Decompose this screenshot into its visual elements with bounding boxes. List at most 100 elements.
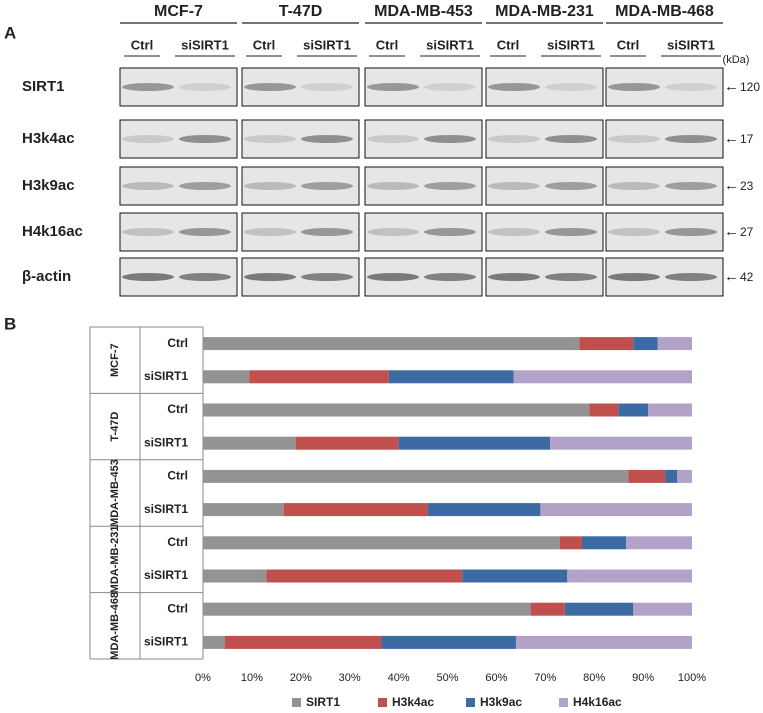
bar-segment (589, 403, 619, 417)
x-tick-label: 90% (632, 672, 654, 684)
blot-band (488, 83, 540, 91)
lane-label: siSIRT1 (426, 37, 474, 52)
blot-band (179, 135, 231, 143)
bar-segment (633, 602, 692, 616)
legend-swatch (292, 698, 301, 707)
kda-label: 120 (740, 80, 760, 94)
bar-segment (203, 436, 296, 450)
blot-band (608, 228, 660, 236)
blot-band (367, 135, 419, 143)
x-tick-label: 60% (485, 672, 507, 684)
y-tick-label: Ctrl (167, 601, 188, 615)
bar-segment (203, 503, 284, 517)
blot-band (424, 135, 476, 143)
bar-segment (295, 436, 399, 450)
blot-band (367, 83, 419, 91)
y-tick-label: Ctrl (167, 535, 188, 549)
lane-label: Ctrl (497, 37, 519, 52)
arrow: ← (724, 130, 739, 147)
bar-segment (388, 370, 514, 384)
legend-label: H3k9ac (480, 695, 522, 709)
bar-segment (203, 370, 250, 384)
kda-label: 42 (740, 270, 754, 284)
blot-band (424, 228, 476, 236)
x-tick-label: 30% (339, 672, 361, 684)
blot-band (179, 182, 231, 190)
blot-band (122, 228, 174, 236)
bar-segment (203, 337, 580, 351)
blot-band (122, 182, 174, 190)
blot-band (367, 228, 419, 236)
bar-segment (564, 602, 634, 616)
blot-band (179, 228, 231, 236)
blot-band (301, 228, 353, 236)
blot-band (244, 83, 296, 91)
lane-label: siSIRT1 (667, 37, 715, 52)
panel-label: A (4, 23, 16, 42)
blot-band (665, 83, 717, 91)
blot-band (488, 228, 540, 236)
blot-band (244, 135, 296, 143)
bar-segment (283, 503, 428, 517)
blot-band (665, 273, 717, 281)
bar-segment (381, 635, 516, 649)
blot-band (608, 135, 660, 143)
row-label: H3k4ac (22, 130, 75, 147)
bar-segment (567, 569, 692, 583)
cell-line-label: T-47D (279, 3, 323, 20)
group-label: MDA-MB-468 (109, 592, 121, 660)
blot-band (367, 182, 419, 190)
blot-band (545, 228, 597, 236)
group-label: MDA-MB-231 (109, 525, 121, 593)
blot-band (608, 83, 660, 91)
legend-label: H3k4ac (392, 695, 434, 709)
cell-line-label: MDA-MB-231 (495, 3, 594, 20)
y-tick-label: Ctrl (167, 469, 188, 483)
x-tick-label: 70% (534, 672, 556, 684)
blot-band (301, 273, 353, 281)
bar-segment (266, 569, 463, 583)
x-tick-label: 80% (583, 672, 605, 684)
lane-label: Ctrl (617, 37, 639, 52)
bar-segment (579, 337, 634, 351)
group-label: T-47D (109, 412, 121, 442)
lane-label: siSIRT1 (547, 37, 595, 52)
blot-band (122, 273, 174, 281)
bar-segment (515, 635, 692, 649)
arrow: ← (724, 223, 739, 240)
blot-panel (485, 212, 604, 252)
bar-segment (249, 370, 389, 384)
x-tick-label: 50% (436, 672, 458, 684)
arrow: ← (724, 268, 739, 285)
lane-label: Ctrl (376, 37, 398, 52)
blot-band (488, 182, 540, 190)
bar-segment (203, 569, 267, 583)
lane-label: siSIRT1 (303, 37, 351, 52)
y-tick-label: siSIRT1 (144, 502, 188, 516)
blot-band (424, 182, 476, 190)
bar-segment (628, 469, 666, 483)
lane-label: siSIRT1 (181, 37, 229, 52)
blot-band (545, 135, 597, 143)
arrow: ← (724, 177, 739, 194)
bar-segment (550, 436, 692, 450)
kda-label: 27 (740, 225, 754, 239)
cell-line-label: MDA-MB-453 (374, 3, 473, 20)
bar-segment (665, 469, 678, 483)
row-label: H3k9ac (22, 177, 75, 194)
blot-band (179, 273, 231, 281)
bar-segment (203, 469, 629, 483)
blot-band (488, 135, 540, 143)
blot-band (244, 273, 296, 281)
blot-band (301, 182, 353, 190)
bar-segment (203, 602, 531, 616)
kda-label: 17 (740, 132, 754, 146)
y-tick-label: Ctrl (167, 402, 188, 416)
group-label: MDA-MB-453 (109, 459, 121, 527)
blot-band (608, 182, 660, 190)
group-label: MCF-7 (109, 343, 121, 377)
kda-label: 23 (740, 179, 754, 193)
bar-segment (540, 503, 692, 517)
bar-segment (203, 635, 226, 649)
